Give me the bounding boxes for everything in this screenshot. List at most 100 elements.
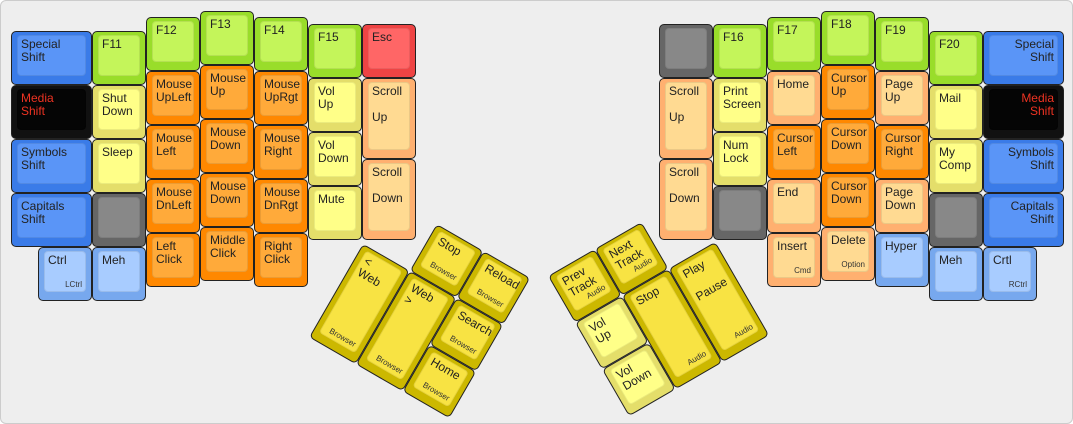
keycap-top: My Comp (935, 143, 977, 184)
key-capitals-shift[interactable]: Capitals Shift (11, 193, 92, 247)
key-label: Mouse DnRgt (264, 185, 301, 212)
key-home[interactable]: Home (767, 71, 821, 125)
key-mute[interactable]: Mute (308, 186, 362, 240)
key-label: Cursor Up (831, 71, 868, 98)
keycap-top: Scroll Down (368, 163, 410, 231)
key-crtl[interactable]: Crtl RCtrl (983, 247, 1037, 301)
key-blank[interactable] (713, 186, 767, 240)
key-f20[interactable]: F20 (929, 31, 983, 85)
keycap-top: Page Down (881, 183, 923, 224)
key-f18[interactable]: F18 (821, 11, 875, 65)
key-cursor-down[interactable]: Cursor Down (821, 119, 875, 173)
key-symbols-shift[interactable]: Symbols Shift (983, 139, 1064, 193)
key-mouse-dnrgt[interactable]: Mouse DnRgt (254, 179, 308, 233)
key-esc[interactable]: Esc (362, 24, 416, 78)
key-label: Crtl (993, 253, 1012, 267)
key-special-shift[interactable]: Special Shift (11, 31, 92, 85)
keycap-top: Mouse Up (206, 69, 248, 110)
key-media-shift[interactable]: Media Shift (11, 85, 92, 139)
key-mouse-down[interactable]: Mouse Down (200, 173, 254, 227)
key-sublabel: Audio (685, 349, 708, 368)
key-blank[interactable] (929, 193, 983, 247)
key-right-click[interactable]: Right Click (254, 233, 308, 287)
keycap-top: Home (773, 75, 815, 116)
key-label: Reload (482, 261, 523, 293)
keycap-top: Right Click (260, 237, 302, 278)
keycap-top (719, 190, 761, 231)
key-special-shift[interactable]: Special Shift (983, 31, 1064, 85)
key-insert[interactable]: Insert Cmd (767, 233, 821, 287)
key-hyper[interactable]: Hyper (875, 233, 929, 287)
key-scroll-up[interactable]: Scroll Up (362, 78, 416, 159)
key-symbols-shift[interactable]: Symbols Shift (11, 139, 92, 193)
key-mouse-uprgt[interactable]: Mouse UpRgt (254, 71, 308, 125)
key-f13[interactable]: F13 (200, 11, 254, 65)
key-mouse-down[interactable]: Mouse Down (200, 119, 254, 173)
key-cursor-right[interactable]: Cursor Right (875, 125, 929, 179)
key-label: F20 (939, 37, 960, 51)
key-f14[interactable]: F14 (254, 17, 308, 71)
key-scroll-down[interactable]: Scroll Down (362, 159, 416, 240)
key-f17[interactable]: F17 (767, 17, 821, 71)
key-capitals-shift[interactable]: Capitals Shift (983, 193, 1064, 247)
key-label: F12 (156, 23, 177, 37)
key-f16[interactable]: F16 (713, 24, 767, 78)
key-print-screen[interactable]: Print Screen (713, 78, 767, 132)
keycap-top: Hyper (881, 237, 923, 278)
key-sleep[interactable]: Sleep (92, 139, 146, 193)
key-media-shift[interactable]: Media Shift (983, 85, 1064, 139)
key-label: Middle Click (210, 233, 246, 260)
key-cursor-left[interactable]: Cursor Left (767, 125, 821, 179)
key-vol-down[interactable]: Vol Down (308, 132, 362, 186)
keycap-top: F20 (935, 35, 977, 76)
key-label: Special Shift (21, 37, 61, 64)
key-blank[interactable] (92, 193, 146, 247)
key-cursor-down[interactable]: Cursor Down (821, 173, 875, 227)
key-mail[interactable]: Mail (929, 85, 983, 139)
key-label: Symbols Shift (21, 145, 68, 172)
keycap-top: Mouse Left (152, 129, 194, 170)
key-mouse-dnleft[interactable]: Mouse DnLeft (146, 179, 200, 233)
key-cursor-up[interactable]: Cursor Up (821, 65, 875, 119)
key-sublabel: Cmd (794, 266, 811, 275)
key-label: < Web (355, 253, 384, 290)
key-middle-click[interactable]: Middle Click (200, 227, 254, 281)
key-num-lock[interactable]: Num Lock (713, 132, 767, 186)
key-my-comp[interactable]: My Comp (929, 139, 983, 193)
key-label: Media Shift (21, 91, 54, 118)
keycap-top: Cursor Right (881, 129, 923, 170)
key-blank[interactable] (659, 24, 713, 78)
keycap-top: Mouse Right (260, 129, 302, 170)
key-meh[interactable]: Meh (92, 247, 146, 301)
key-page-up[interactable]: Page Up (875, 71, 929, 125)
key-mouse-upleft[interactable]: Mouse UpLeft (146, 71, 200, 125)
key-page-down[interactable]: Page Down (875, 179, 929, 233)
keycap-top: Symbols Shift (989, 143, 1058, 184)
key-label: F16 (723, 30, 744, 44)
key-ctrl[interactable]: Ctrl LCtrl (38, 247, 92, 301)
key-shut-down[interactable]: Shut Down (92, 85, 146, 139)
key-left-click[interactable]: Left Click (146, 233, 200, 287)
key-meh[interactable]: Meh (929, 247, 983, 301)
key-sublabel: LCtrl (65, 280, 82, 289)
key-vol-up[interactable]: Vol Up (308, 78, 362, 132)
key-label: Insert (777, 239, 808, 253)
key-f12[interactable]: F12 (146, 17, 200, 71)
key-label: Ctrl (48, 253, 67, 267)
key-label: F11 (102, 37, 122, 51)
key-scroll-up[interactable]: Scroll Up (659, 78, 713, 159)
key-mouse-up[interactable]: Mouse Up (200, 65, 254, 119)
key-scroll-down[interactable]: Scroll Down (659, 159, 713, 240)
keycap-top: Media Shift (989, 89, 1058, 130)
key-f15[interactable]: F15 (308, 24, 362, 78)
key-end[interactable]: End (767, 179, 821, 233)
keycap-top (98, 197, 140, 238)
key-sublabel: Browser (448, 333, 479, 357)
key-delete[interactable]: Delete Option (821, 227, 875, 281)
key-sublabel: Option (841, 260, 865, 269)
key-f19[interactable]: F19 (875, 17, 929, 71)
keycap-top: F16 (719, 28, 761, 69)
key-mouse-right[interactable]: Mouse Right (254, 125, 308, 179)
key-mouse-left[interactable]: Mouse Left (146, 125, 200, 179)
key-f11[interactable]: F11 (92, 31, 146, 85)
